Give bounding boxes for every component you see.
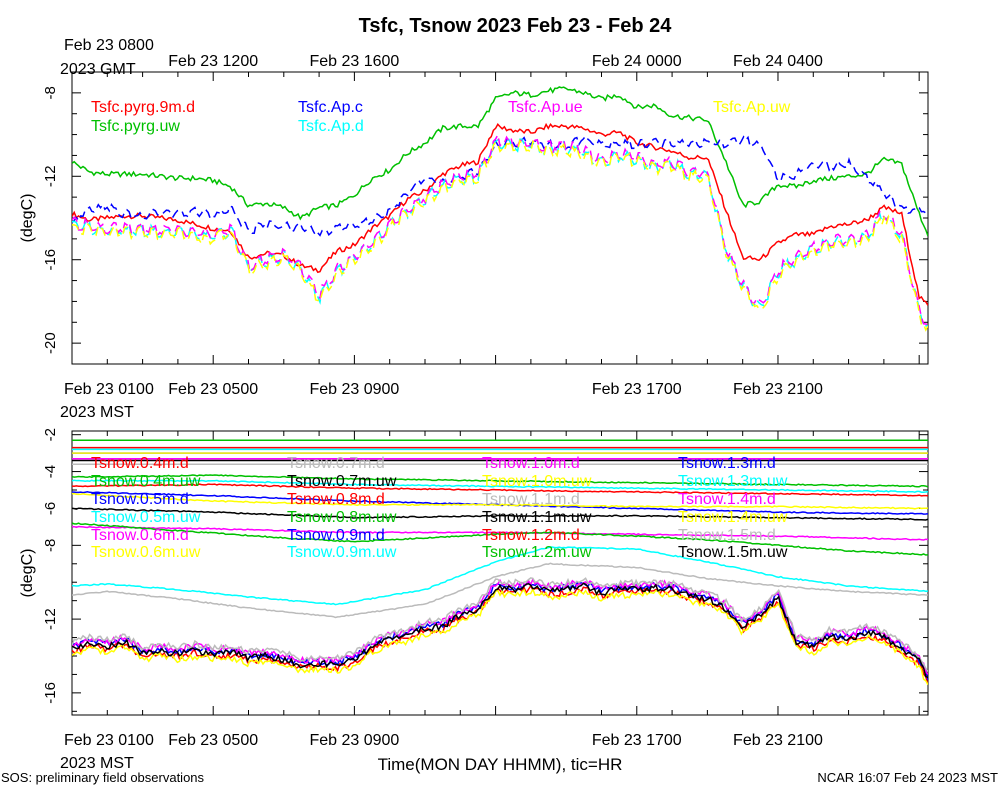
series-line-tsnow-0-8m-d [72, 483, 928, 497]
y-tick-label: -12 [42, 608, 59, 630]
series-line-tsnow-1-5m-uw [72, 582, 928, 679]
plot-frame [71, 430, 929, 716]
x-tick-label: Feb 23 2100 [733, 381, 823, 398]
top-x-tick-label: Feb 23 1200 [168, 53, 258, 70]
x-tick-label: Feb 23 0100 [64, 732, 154, 749]
legend-tsnow-1-2m-d: Tsnow.1.2m.d [482, 527, 580, 544]
y-tick-label: -16 [42, 249, 59, 271]
x-tick-label: Feb 23 0500 [168, 732, 258, 749]
x-tick-label: Feb 23 0900 [309, 732, 399, 749]
legend-tsnow-0-6m-d: Tsnow.0.6m.d [91, 527, 189, 544]
series-line-tsnow-1-5m-d [72, 577, 928, 672]
legend-tsnow-1-0m-d: Tsnow.1.0m.d [482, 455, 580, 472]
footer-left: SOS: preliminary field observations [1, 770, 205, 785]
legend-tsfc-ap-ue: Tsfc.Ap.ue [508, 99, 583, 116]
y-tick-label: -8 [42, 86, 59, 99]
series-line-tsnow-1-4m-d [72, 577, 928, 675]
series-line-tsfc-ap-ue [72, 132, 928, 326]
x-tick-label: 2023 MST [60, 404, 134, 421]
x-tick-label: 2023 MST [60, 755, 134, 772]
legend-tsnow-1-4m-d: Tsnow.1.4m.d [678, 491, 776, 508]
y-tick-label: -2 [42, 428, 59, 441]
legend-tsnow-0-8m-uw: Tsnow.0.8m.uw [287, 509, 397, 526]
plot-frame [71, 71, 929, 365]
x-tick-label: Feb 23 1700 [592, 732, 682, 749]
legend-tsnow-0-8m-d: Tsnow.0.8m.d [287, 491, 385, 508]
legend-tsnow-1-0m-uw: Tsnow.1.0m.uw [482, 473, 592, 490]
legend-tsnow-1-1m-uw: Tsnow.1.1m.uw [482, 509, 592, 526]
legend-tsnow-0-7m-d: Tsnow.0.7m.d [287, 455, 385, 472]
series-line-tsnow-1-1m-uw [72, 507, 928, 521]
legend-tsnow-1-1m-d: Tsnow.1.1m.d [482, 491, 580, 508]
legend-tsfc-ap-d: Tsfc.Ap.d [298, 118, 364, 135]
y-axis-label: (degC) [19, 194, 36, 243]
legend-tsnow-1-5m-uw: Tsnow.1.5m.uw [678, 544, 788, 561]
y-tick-label: -16 [42, 682, 59, 704]
legend-tsnow-0-9m-uw: Tsnow.0.9m.uw [287, 544, 397, 561]
top-x-tick-label: Feb 24 0400 [733, 53, 823, 70]
legend-tsfc-pyrg-uw: Tsfc.pyrg.uw [91, 118, 180, 135]
legend-tsfc-pyrg-9m-d: Tsfc.pyrg.9m.d [91, 99, 195, 116]
x-tick-label: Feb 23 0100 [64, 381, 154, 398]
y-tick-label: -8 [42, 539, 59, 552]
legend-tsnow-1-3m-uw: Tsnow.1.3m.uw [678, 473, 788, 490]
legend-tsnow-1-2m-uw: Tsnow.1.2m.uw [482, 544, 592, 561]
legend-tsnow-0-4m-d: Tsnow.0.4m.d [91, 455, 189, 472]
legend-tsnow-0-4m-uw: Tsnow.0.4m.uw [91, 473, 201, 490]
series-line-tsnow-1-0m-uw [72, 492, 928, 510]
legend-tsnow-0-6m-uw: Tsnow.0.6m.uw [91, 544, 201, 561]
legend-tsfc-ap-uw: Tsfc.Ap.uw [713, 99, 791, 116]
series-line-tsfc-pyrg-9m-d [72, 122, 928, 306]
series-line-tsnow-1-1m-d [72, 562, 928, 619]
series-line-tsfc-pyrg-uw [72, 86, 928, 237]
chart-title: Tsfc, Tsnow 2023 Feb 23 - Feb 24 [359, 15, 673, 37]
y-tick-label: -20 [42, 332, 59, 354]
top-x-tick-label: Feb 24 0000 [592, 53, 682, 70]
series-line-tsnow-0-9m-uw [72, 479, 928, 493]
x-tick-label: Feb 23 2100 [733, 732, 823, 749]
y-tick-label: -12 [42, 165, 59, 187]
top-x-tick-label: Feb 23 1600 [309, 53, 399, 70]
top-x-tick-label: Feb 23 0800 [64, 37, 154, 54]
x-tick-label: Feb 23 1700 [592, 381, 682, 398]
y-axis-label: (degC) [19, 549, 36, 598]
series-line-tsnow-1-3m-uw [72, 546, 928, 606]
top-x-tick-label: 2023 GMT [60, 61, 136, 78]
series-line-tsnow-1-0m-d [72, 525, 928, 541]
x-tick-label: Feb 23 0900 [309, 381, 399, 398]
bottom-panel: -16 -12 -8 -6 -4 -2 (degC) Feb 23 0100 2023 MST F… [19, 428, 929, 772]
legend-tsnow-0-5m-d: Tsnow.0.5m.d [91, 491, 189, 508]
y-tick-label: -4 [42, 465, 59, 478]
series-line-tsnow-0-8m-uw [72, 474, 928, 488]
series-line-tsfc-ap-uw [72, 138, 928, 332]
plot-area [72, 439, 928, 686]
plot-area [72, 86, 928, 332]
series-line-tsfc-ap-d [72, 138, 928, 328]
legend-tsnow-0-5m-uw: Tsnow.0.5m.uw [91, 509, 201, 526]
x-tick-label: Feb 23 0500 [168, 381, 258, 398]
legend-tsfc-ap-c: Tsfc.Ap.c [298, 99, 363, 116]
legend-tsnow-0-7m-uw: Tsnow.0.7m.uw [287, 473, 397, 490]
series-line-tsnow-1-2m-uw [72, 522, 928, 556]
legend-tsnow-1-5m-d: Tsnow.1.5m.d [678, 527, 776, 544]
footer-right: NCAR 16:07 Feb 24 2023 MST [817, 770, 998, 785]
legend-tsnow-1-4m-uw: Tsnow.1.4m.uw [678, 509, 788, 526]
legend-tsnow-1-3m-d: Tsnow.1.3m.d [678, 455, 776, 472]
series-line-tsfc-ap-c [72, 134, 928, 237]
top-panel: -20 -16 -12 -8 (degC) Feb 23 0800 2023 GMT Feb … [19, 37, 929, 421]
x-axis-label: Time(MON DAY HHMM), tic=HR [378, 755, 623, 774]
legend-tsnow-0-9m-d: Tsnow.0.9m.d [287, 527, 385, 544]
y-tick-label: -6 [42, 502, 59, 515]
